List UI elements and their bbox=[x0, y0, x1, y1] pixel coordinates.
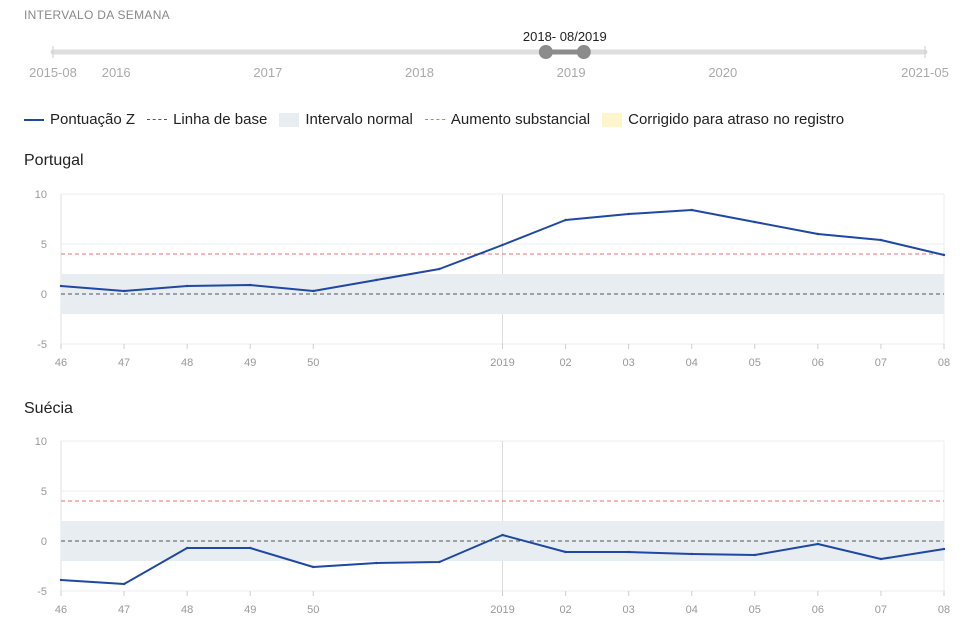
slider-year-label: 2016 bbox=[102, 65, 131, 80]
legend-label-zscore: Pontuação Z bbox=[50, 111, 136, 128]
baseline-swatch bbox=[147, 119, 168, 120]
x-tick-label: 03 bbox=[623, 357, 635, 369]
y-tick-label: 10 bbox=[35, 436, 47, 448]
legend-label-substantial-increase: Aumento substancial bbox=[450, 111, 591, 128]
zscore-data-point bbox=[375, 278, 378, 282]
x-tick-label: 49 bbox=[244, 357, 256, 369]
x-tick-label: 50 bbox=[307, 357, 319, 369]
legend-label-baseline: Linha de base bbox=[173, 111, 268, 128]
y-tick-label: 5 bbox=[41, 239, 47, 251]
x-tick-label: 05 bbox=[749, 604, 761, 616]
y-tick-label: 10 bbox=[35, 189, 47, 201]
x-tick-label: 04 bbox=[686, 604, 698, 616]
legend-item-baseline[interactable]: Linha de base bbox=[147, 111, 267, 128]
x-tick-label: 06 bbox=[812, 604, 824, 616]
y-tick-label: -5 bbox=[37, 586, 47, 598]
y-tick-label: 0 bbox=[41, 289, 47, 301]
zscore-data-point bbox=[753, 220, 756, 224]
x-tick-label: 50 bbox=[307, 604, 319, 616]
chart-title-suecia: Suécia bbox=[24, 400, 73, 417]
normal-range-swatch bbox=[279, 112, 300, 127]
slider-min-label: 2015-08 bbox=[29, 65, 77, 80]
legend-item-normal-range[interactable]: Intervalo normal bbox=[279, 111, 413, 128]
corrected-swatch bbox=[602, 112, 623, 127]
slider-year-label: 2017 bbox=[253, 65, 282, 80]
zscore-data-point bbox=[879, 557, 883, 561]
legend-item-corrected[interactable]: Corrigido para atraso no registro bbox=[602, 111, 844, 128]
chart-title-portugal: Portugal bbox=[24, 152, 84, 169]
zscore-data-point bbox=[312, 289, 315, 293]
zscore-data-point bbox=[438, 560, 441, 564]
zscore-data-point bbox=[501, 243, 504, 247]
zscore-line-swatch bbox=[24, 118, 44, 121]
x-tick-label: 08 bbox=[938, 604, 950, 616]
x-tick-label: 03 bbox=[623, 604, 635, 616]
range-title: INTERVALO DA SEMANA bbox=[24, 8, 170, 22]
x-tick-label: 07 bbox=[875, 357, 887, 369]
x-tick-label: 46 bbox=[55, 604, 67, 616]
legend-item-zscore[interactable]: Pontuação Z bbox=[24, 111, 135, 128]
x-tick-label: 08 bbox=[938, 357, 950, 369]
y-tick-label: -5 bbox=[37, 339, 47, 351]
zscore-data-point bbox=[312, 565, 315, 569]
zscore-data-point bbox=[627, 550, 630, 554]
week-range-slider[interactable]: 2015-08 2021-05 2016 2017 2018 2019 2020 2018- … bbox=[0, 26, 967, 86]
slider-selected-label: 2018- 08/2019 bbox=[523, 29, 607, 44]
zscore-data-point bbox=[438, 267, 441, 271]
zscore-data-point bbox=[690, 552, 693, 556]
slider-year-label: 2018 bbox=[405, 65, 434, 80]
legend-label-corrected: Corrigido para atraso no registro bbox=[628, 111, 845, 128]
zscore-data-point bbox=[122, 582, 126, 586]
zscore-data-point bbox=[375, 561, 378, 565]
x-tick-label: 46 bbox=[55, 357, 67, 369]
y-tick-label: 0 bbox=[41, 536, 47, 548]
x-tick-label: 2019 bbox=[490, 357, 514, 369]
legend-item-substantial-increase[interactable]: Aumento substancial bbox=[424, 111, 591, 128]
slider-handle-start[interactable] bbox=[538, 45, 553, 59]
legend: Pontuação Z Linha de base Intervalo norm… bbox=[24, 111, 856, 128]
x-tick-label: 48 bbox=[181, 357, 193, 369]
zscore-data-point bbox=[185, 546, 189, 550]
zscore-data-point bbox=[816, 542, 820, 546]
zscore-data-point bbox=[942, 253, 946, 257]
slider-year-label: 2019 bbox=[557, 65, 586, 80]
zscore-data-point bbox=[816, 232, 820, 236]
zscore-data-point bbox=[564, 218, 567, 222]
zscore-data-point bbox=[942, 547, 946, 551]
zscore-data-point bbox=[59, 578, 63, 582]
legend-label-normal-range: Intervalo normal bbox=[305, 111, 413, 128]
zscore-data-point bbox=[879, 238, 883, 242]
x-tick-label: 02 bbox=[559, 604, 571, 616]
x-tick-label: 47 bbox=[118, 604, 130, 616]
x-tick-label: 02 bbox=[559, 357, 571, 369]
zscore-data-point bbox=[249, 546, 252, 550]
zscore-data-point bbox=[122, 289, 126, 293]
slider-handle-end[interactable] bbox=[576, 45, 591, 59]
zscore-data-point bbox=[690, 208, 693, 212]
zscore-data-point bbox=[59, 284, 63, 288]
zscore-data-point bbox=[753, 553, 756, 557]
zscore-data-point bbox=[627, 212, 630, 216]
zscore-data-point bbox=[501, 533, 504, 537]
x-tick-label: 06 bbox=[812, 357, 824, 369]
slider-year-label: 2020 bbox=[708, 65, 737, 80]
x-tick-label: 05 bbox=[749, 357, 761, 369]
zscore-data-point bbox=[564, 550, 567, 554]
y-tick-label: 5 bbox=[41, 486, 47, 498]
x-tick-label: 48 bbox=[181, 604, 193, 616]
x-tick-label: 47 bbox=[118, 357, 130, 369]
substantial-increase-swatch bbox=[424, 119, 445, 120]
slider-max-label: 2021-05 bbox=[901, 65, 949, 80]
x-tick-label: 49 bbox=[244, 604, 256, 616]
zscore-data-point bbox=[185, 284, 189, 288]
x-tick-label: 07 bbox=[875, 604, 887, 616]
x-tick-label: 04 bbox=[686, 357, 698, 369]
x-tick-label: 2019 bbox=[490, 604, 514, 616]
zscore-data-point bbox=[249, 283, 252, 287]
